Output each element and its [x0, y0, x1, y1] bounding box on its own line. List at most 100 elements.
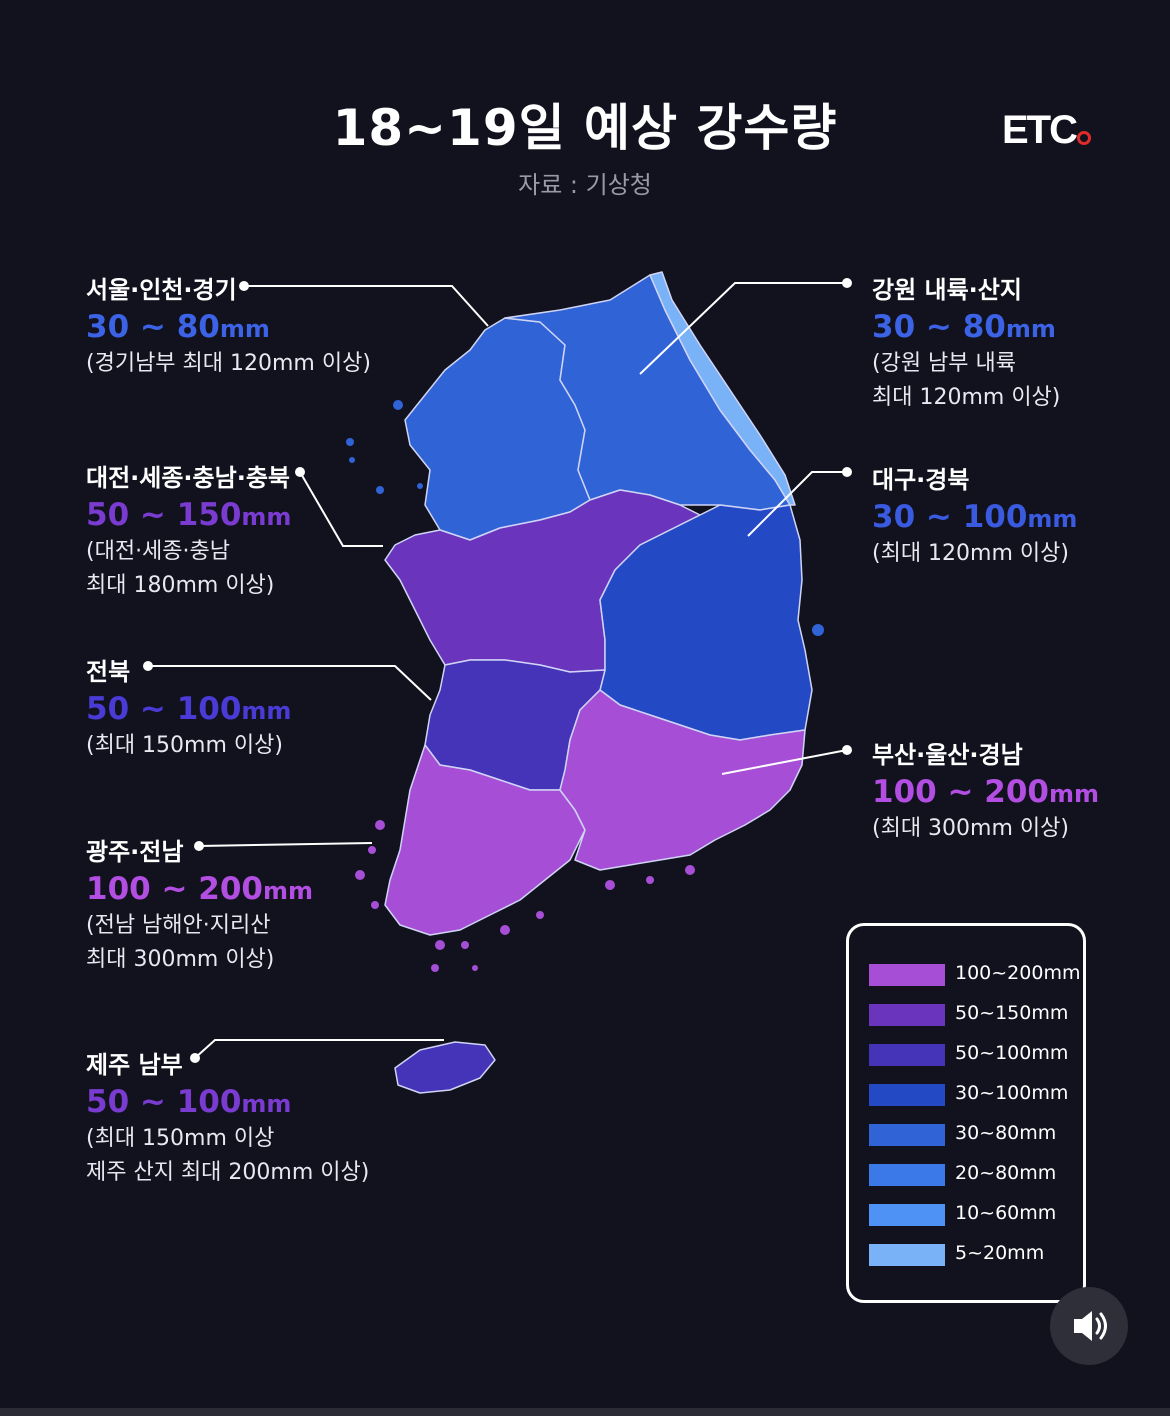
- region-name: 전북: [86, 658, 131, 686]
- sound-toggle-button[interactable]: [1050, 1287, 1128, 1365]
- region-jeonbuk: 전북 50 ~ 100mm (최대 150mm 이상): [86, 652, 291, 763]
- legend-swatch: [869, 1084, 945, 1106]
- leader-daegu: [747, 471, 847, 537]
- range-value: 30 ~ 80: [86, 309, 220, 345]
- leader-gangwon: [639, 282, 847, 375]
- legend-label: 50~150mm: [955, 1002, 1069, 1024]
- region-note: (최대 150mm 이상): [86, 733, 283, 758]
- broadcaster-logo: ETC: [1002, 108, 1078, 152]
- map-region-jeonnam: [384, 744, 586, 936]
- legend-label: 50~100mm: [955, 1042, 1069, 1064]
- region-name: 서울·인천·경기: [86, 276, 237, 304]
- region-daegu: 대구·경북 30 ~ 100mm (최대 120mm 이상): [872, 460, 1077, 571]
- range-unit: mm: [262, 877, 313, 905]
- leader-dot-gwangju: [194, 841, 204, 851]
- region-gangwon: 강원 내륙·산지 30 ~ 80mm (강원 남부 내륙 최대 120mm 이상…: [872, 270, 1060, 415]
- range-unit: mm: [241, 1090, 292, 1118]
- range-unit: mm: [241, 503, 292, 531]
- region-note: (최대 300mm 이상): [872, 816, 1069, 841]
- region-range: 100 ~ 200mm: [872, 774, 1099, 812]
- islands: [355, 820, 695, 972]
- region-range: 30 ~ 100mm: [872, 499, 1077, 537]
- region-note: (최대 120mm 이상): [872, 541, 1069, 566]
- leader-busan: [721, 749, 848, 775]
- legend-label: 100~200mm: [955, 962, 1081, 984]
- region-gwangju: 광주·전남 100 ~ 200mm (전남 남해안·지리산 최대 300mm 이…: [86, 832, 313, 977]
- region-note: 최대 120mm 이상): [872, 385, 1061, 410]
- legend-swatch: [869, 1164, 945, 1186]
- region-busan: 부산·울산·경남 100 ~ 200mm (최대 300mm 이상): [872, 735, 1099, 846]
- region-note: (대전·세종·충남: [86, 539, 231, 564]
- page-title: 18~19일 예상 강수량: [332, 99, 838, 157]
- speaker-icon: [1074, 1311, 1107, 1341]
- range-unit: mm: [219, 315, 270, 343]
- legend-label: 30~100mm: [955, 1082, 1069, 1104]
- leader-dot-busan: [842, 745, 852, 755]
- legend-swatch: [869, 1244, 945, 1266]
- region-range: 50 ~ 100mm: [86, 691, 291, 729]
- leader-dot-daegu: [842, 467, 852, 477]
- range-unit: mm: [241, 697, 292, 725]
- leader-jeonbuk: [148, 665, 432, 701]
- region-name: 강원 내륙·산지: [872, 276, 1022, 304]
- leader-dot-jeonbuk: [143, 661, 153, 671]
- leader-dot-jeju: [190, 1053, 200, 1063]
- leader-chungcheong: [299, 471, 383, 547]
- region-range: 30 ~ 80mm: [872, 309, 1060, 347]
- range-value: 50 ~ 150: [86, 497, 242, 533]
- region-note: (전남 남해안·지리산: [86, 913, 271, 938]
- region-note: 최대 300mm 이상): [86, 947, 275, 972]
- region-name: 부산·울산·경남: [872, 741, 1023, 769]
- range-value: 30 ~ 80: [872, 309, 1006, 345]
- range-unit: mm: [1005, 315, 1056, 343]
- range-unit: mm: [1048, 780, 1099, 808]
- range-value: 100 ~ 200: [872, 774, 1049, 810]
- leader-dot-gangwon: [842, 278, 852, 288]
- region-name: 광주·전남: [86, 838, 184, 866]
- leader-dot-chungcheong: [295, 467, 305, 477]
- region-name: 대전·세종·충남·충북: [86, 464, 290, 492]
- region-range: 50 ~ 150mm: [86, 497, 291, 535]
- legend-swatch: [869, 964, 945, 986]
- legend: 100~200mm 50~150mm 50~100mm 30~100mm 30~…: [846, 923, 1086, 1303]
- legend-swatch: [869, 1124, 945, 1146]
- leader-dot-seoul: [239, 281, 249, 291]
- map-region-jeju: [394, 1041, 496, 1094]
- leader-gwangju: [198, 842, 373, 847]
- region-range: 30 ~ 80mm: [86, 309, 371, 347]
- legend-label: 20~80mm: [955, 1162, 1057, 1184]
- region-note: 최대 180mm 이상): [86, 573, 275, 598]
- region-note: 제주 산지 최대 200mm 이상): [86, 1160, 370, 1185]
- region-note: (경기남부 최대 120mm 이상): [86, 351, 371, 376]
- source-caption: 자료 : 기상청: [518, 171, 652, 199]
- legend-swatch: [869, 1204, 945, 1226]
- legend-label: 5~20mm: [955, 1242, 1045, 1264]
- region-name: 대구·경북: [872, 466, 970, 494]
- region-jeju: 제주 남부 50 ~ 100mm (최대 150mm 이상 제주 산지 최대 2…: [86, 1045, 369, 1190]
- region-range: 50 ~ 100mm: [86, 1084, 369, 1122]
- region-chungcheong: 대전·세종·충남·충북 50 ~ 150mm (대전·세종·충남 최대 180m…: [86, 458, 291, 603]
- range-value: 100 ~ 200: [86, 871, 263, 907]
- legend-label: 10~60mm: [955, 1202, 1057, 1224]
- range-value: 50 ~ 100: [86, 691, 242, 727]
- region-seoul: 서울·인천·경기 30 ~ 80mm (경기남부 최대 120mm 이상): [86, 270, 371, 381]
- region-name: 제주 남부: [86, 1051, 183, 1079]
- bottom-bar: [0, 1408, 1170, 1416]
- map-region-gyeongnam: [559, 689, 806, 871]
- range-value: 30 ~ 100: [872, 499, 1028, 535]
- logo-dot-icon: [1077, 131, 1091, 145]
- legend-swatch: [869, 1044, 945, 1066]
- legend-swatch: [869, 1004, 945, 1026]
- region-note: (최대 150mm 이상: [86, 1126, 275, 1151]
- leader-jeju: [194, 1039, 444, 1059]
- legend-label: 30~80mm: [955, 1122, 1057, 1144]
- leader-seoul: [244, 285, 489, 327]
- region-range: 100 ~ 200mm: [86, 871, 313, 909]
- range-unit: mm: [1027, 505, 1078, 533]
- islands-west: [346, 400, 824, 636]
- region-note: (강원 남부 내륙: [872, 351, 1017, 376]
- range-value: 50 ~ 100: [86, 1084, 242, 1120]
